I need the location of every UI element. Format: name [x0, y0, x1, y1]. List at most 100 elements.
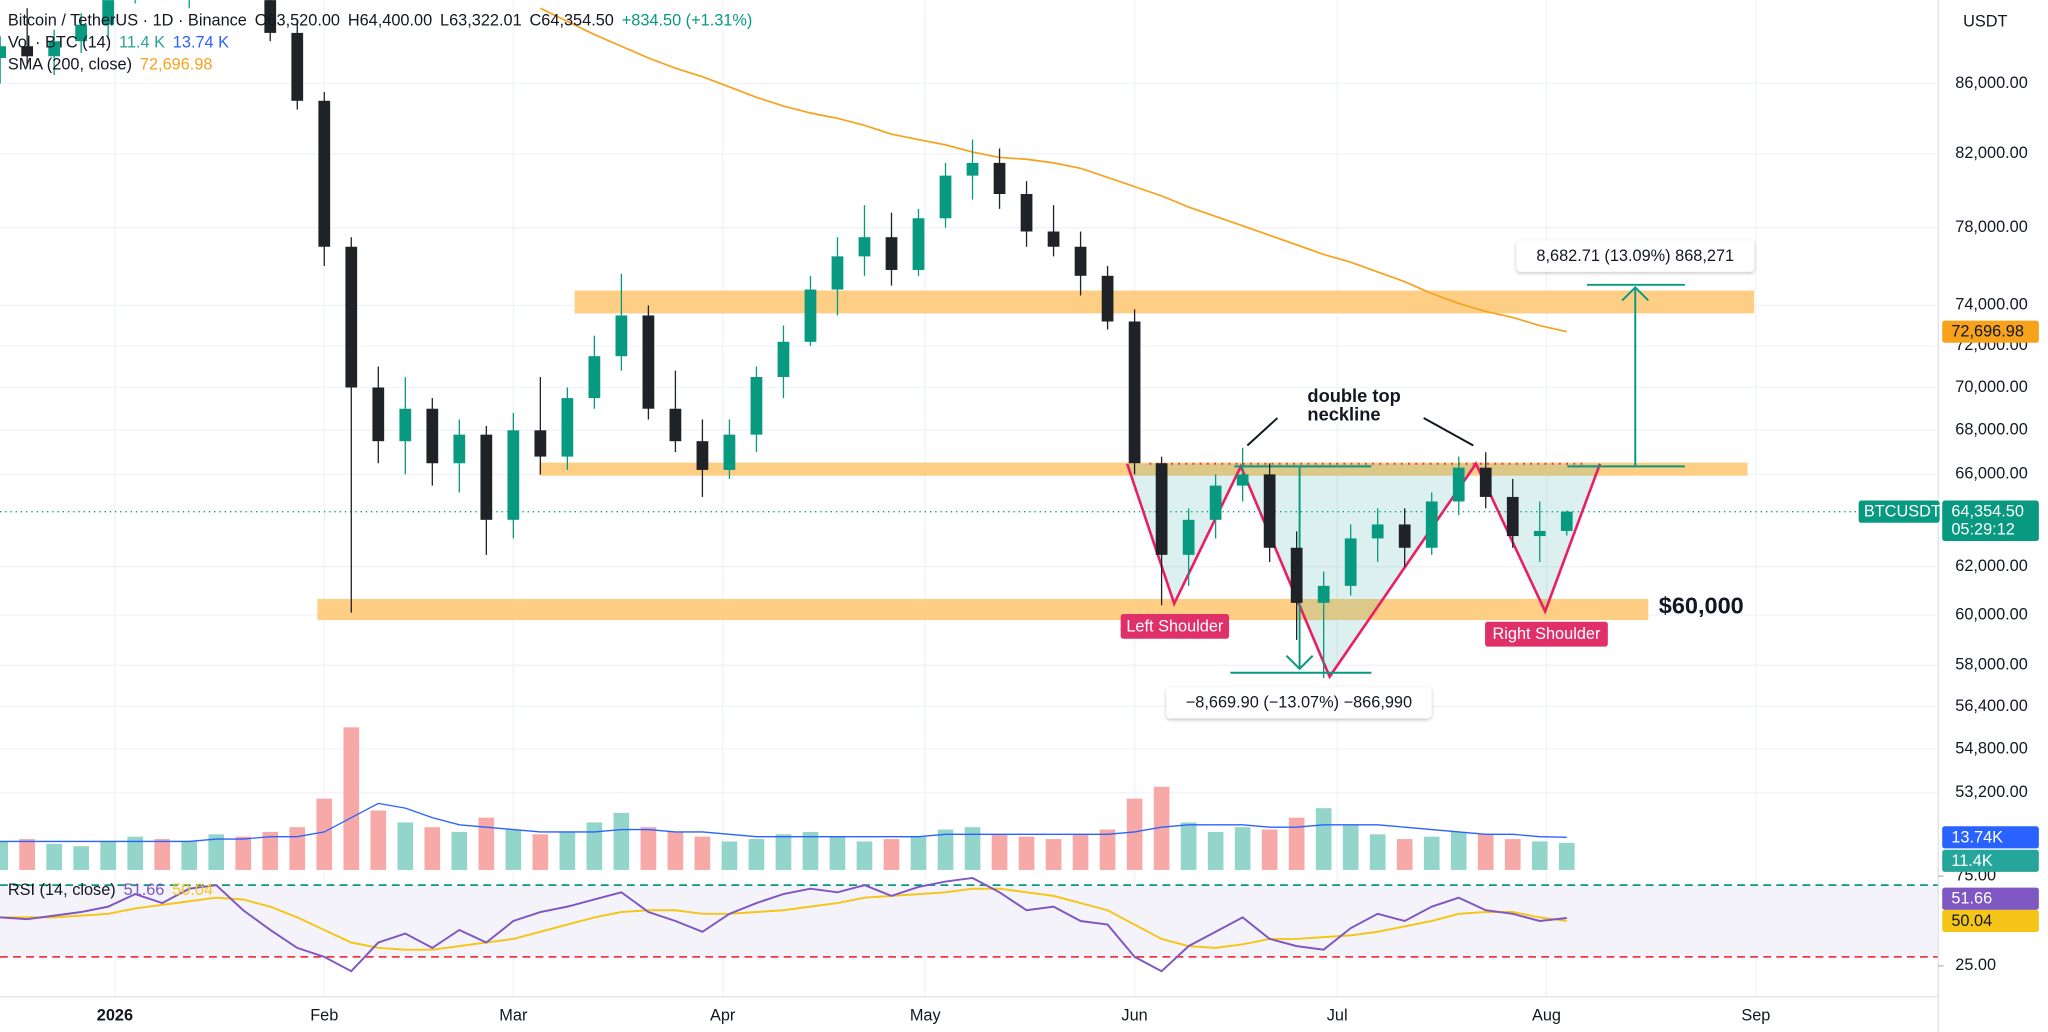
volume-bar — [343, 727, 360, 870]
legend-text: O63,520.00 — [255, 11, 340, 29]
candle-body — [858, 237, 871, 257]
candle-body — [642, 315, 655, 409]
candle-body — [480, 434, 493, 520]
symbol-tag — [1858, 500, 1940, 523]
volume-bar — [100, 841, 117, 870]
candle-body — [831, 256, 844, 290]
volume-bar — [1099, 829, 1116, 870]
measure-up-tool — [1567, 283, 1685, 468]
countdown-text: 05:29:12 — [1951, 520, 2015, 538]
legend-text: SMA (200, close) — [8, 56, 132, 74]
annotation-text: $60,000 — [1659, 593, 1744, 619]
volume-bar — [829, 836, 846, 870]
volume-bar — [316, 798, 333, 870]
price-tag-text: 64,354.50 — [1951, 503, 2024, 521]
volume-bar — [694, 836, 711, 870]
price-tag — [1942, 500, 2039, 542]
legend-text: 51.66 — [124, 881, 165, 899]
volume-bar — [1261, 829, 1278, 870]
candle-body — [1506, 496, 1519, 537]
candle-body — [966, 162, 979, 176]
annotation-text: neckline — [1307, 403, 1380, 424]
volume-bar — [289, 827, 306, 870]
volume-bar — [370, 810, 387, 870]
measure-text: −8,669.90 (−13.07%) −866,990 — [1186, 694, 1412, 712]
volume-bar — [559, 831, 576, 870]
volume-bar — [127, 836, 144, 870]
legend-text: Bitcoin / TetherUS · 1D · Binance — [8, 11, 247, 29]
volume-bar — [640, 827, 657, 870]
volume-bar — [1342, 824, 1359, 870]
candle-body — [1236, 474, 1249, 486]
candle-body — [939, 175, 952, 219]
y-tick-label: 78,000.00 — [1955, 218, 2028, 236]
volume-bar — [262, 831, 279, 870]
x-tick-label: Aug — [1532, 1007, 1561, 1025]
volume-ma — [0, 802, 1567, 843]
legend-text: C64,354.50 — [530, 11, 614, 29]
measure-box — [1516, 240, 1755, 272]
annotation-text: Left Shoulder — [1126, 617, 1224, 635]
legend-text: 11.4 K — [119, 33, 165, 51]
volume-bar — [1450, 831, 1467, 870]
candle-body — [777, 341, 790, 377]
volume-bar — [208, 834, 225, 870]
volume-bar — [1180, 822, 1197, 870]
volume-bar — [910, 836, 927, 870]
candle-body — [291, 32, 304, 101]
volume-bar — [856, 841, 873, 870]
sma-tag — [1942, 320, 2039, 343]
candle-body — [750, 376, 763, 435]
candle-body — [696, 441, 709, 470]
x-tick-label: Mar — [499, 1007, 528, 1025]
rsi-pane — [0, 876, 1939, 973]
annotation-text: double top — [1307, 385, 1400, 406]
candle-body — [1128, 321, 1141, 464]
candle-body — [723, 434, 736, 470]
candle-body — [1074, 246, 1087, 276]
pattern-fill — [1127, 463, 1600, 677]
volume-bar — [19, 839, 35, 870]
price-zone — [574, 290, 1755, 314]
y-tick-label: 68,000.00 — [1955, 421, 2028, 439]
x-tick-label: Sep — [1741, 1007, 1770, 1025]
pattern-drawing — [1125, 283, 1685, 680]
candle-body — [993, 162, 1006, 195]
symbol-tag-text: BTCUSDT — [1864, 503, 1941, 521]
candle-body — [1371, 524, 1384, 539]
volume-bar — [586, 822, 603, 870]
candle-body — [1398, 524, 1411, 548]
volume-ma-tag — [1942, 826, 2039, 849]
zones — [317, 290, 1755, 621]
volume-bar — [613, 812, 630, 870]
legend-text: 13.74 K — [173, 33, 229, 51]
rsi-tag — [1942, 887, 2039, 910]
legend: Bitcoin / TetherUS · 1D · Binance O63,520… — [8, 11, 752, 899]
volume-bar — [937, 829, 954, 870]
y-tick-label: 82,000.00 — [1955, 144, 2028, 162]
rsi-ma-tag-text: 50.04 — [1951, 912, 1992, 930]
volume-bar — [1558, 842, 1575, 870]
x-tick-label: Jul — [1327, 1007, 1348, 1025]
rsi-line — [0, 876, 1567, 973]
volume-bar — [775, 834, 792, 870]
candle-body — [1290, 547, 1303, 603]
rsi-ma-line — [0, 887, 1567, 951]
annotation-text: Right Shoulder — [1492, 625, 1600, 643]
y-tick-label: 58,000.00 — [1955, 655, 2028, 673]
volume-bar — [802, 831, 819, 870]
candle-body — [399, 408, 412, 442]
candle-body — [1344, 538, 1357, 586]
volume-bar — [181, 841, 198, 870]
sma-line — [539, 7, 1567, 333]
candle-body — [1479, 467, 1492, 497]
volume-bar — [1072, 834, 1089, 870]
pattern-line — [1125, 461, 1602, 680]
volume-bar — [1504, 839, 1521, 870]
candle-body — [1047, 231, 1060, 247]
volume-tag-text: 11.4K — [1951, 852, 1993, 870]
candle-body — [1155, 463, 1168, 555]
y-tick-label: 53,200.00 — [1955, 783, 2028, 801]
candle-body — [1560, 511, 1573, 531]
